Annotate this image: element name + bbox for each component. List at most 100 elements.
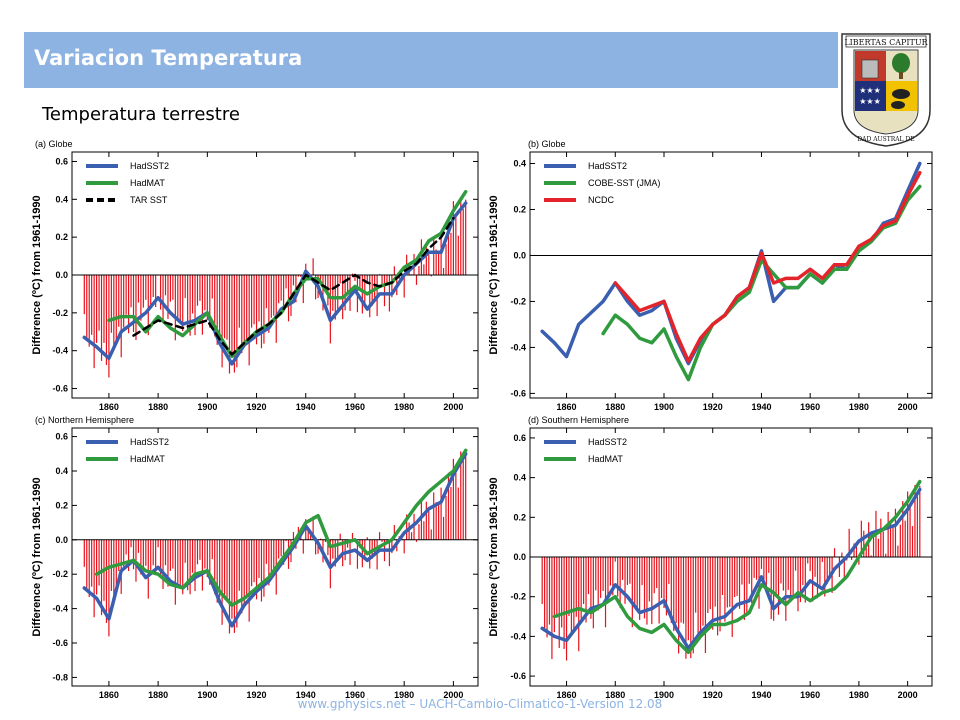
anomaly-bar (182, 539, 184, 595)
anomaly-bar (410, 532, 413, 540)
anomaly-bar (423, 264, 425, 275)
anomaly-bar (872, 537, 875, 557)
svg-text:LIBERTAS CAPITUR: LIBERTAS CAPITUR (844, 38, 928, 47)
anomaly-bar (324, 539, 327, 543)
anomaly-bar (361, 275, 363, 314)
anomaly-bar (162, 275, 164, 322)
anomaly-bar (580, 557, 582, 619)
anomaly-bar (346, 539, 349, 548)
anomaly-bar (777, 557, 780, 615)
anomaly-bar (782, 557, 784, 591)
anomaly-bar (231, 275, 233, 357)
anomaly-bar (223, 275, 226, 339)
anomaly-bar (255, 539, 258, 600)
anomaly-bar (855, 545, 858, 557)
anomaly-bar (646, 557, 648, 625)
anomaly-bar (287, 275, 290, 322)
anomaly-bar (807, 557, 809, 564)
anomaly-bar (802, 557, 804, 586)
anomaly-bar (386, 275, 388, 286)
anomaly-bar (736, 557, 738, 596)
anomaly-bar (172, 275, 174, 300)
anomaly-bar (863, 530, 865, 557)
anomaly-bar (418, 524, 420, 540)
anomaly-bar (565, 557, 568, 661)
anomaly-bar (159, 275, 162, 310)
anomaly-bar (258, 539, 260, 578)
anomaly-bar (904, 520, 906, 557)
y-tick-label: -0.6 (510, 388, 526, 398)
anomaly-bar (848, 528, 850, 557)
anomaly-bar (187, 275, 189, 330)
anomaly-bar (455, 216, 457, 275)
anomaly-bar (191, 275, 194, 314)
anomaly-bar (285, 539, 287, 542)
anomaly-bar (157, 539, 159, 548)
anomaly-bar (702, 557, 704, 626)
chart-panel-2: (c) Northern Hemisphere 0.6 0.4 0.2 0.0 -0.2 -… (31, 415, 479, 700)
anomaly-bar (403, 275, 405, 298)
anomaly-bars (83, 197, 467, 378)
anomaly-bar (792, 557, 794, 598)
x-tick-label: 1880 (605, 690, 625, 700)
anomaly-bar (418, 266, 420, 275)
anomaly-bar (553, 557, 555, 633)
series-line-ncdc (613, 170, 922, 363)
anomaly-bar (393, 266, 395, 275)
y-tick-label: -0.2 (52, 308, 68, 318)
anomaly-bar (425, 243, 427, 275)
anomaly-bar (337, 539, 339, 561)
y-tick-label: -0.2 (52, 569, 68, 579)
anomaly-bar (98, 275, 100, 331)
anomaly-bar (238, 539, 240, 591)
anomaly-bar (897, 545, 899, 557)
anomaly-bar (880, 518, 882, 557)
x-tick-label: 1960 (345, 690, 365, 700)
section-subtitle: Temperatura terrestre (42, 104, 240, 125)
anomaly-bar (201, 275, 204, 335)
anomaly-bar (137, 275, 140, 303)
anomaly-bar (450, 232, 452, 275)
anomaly-bar (130, 275, 132, 308)
anomaly-bar (93, 275, 95, 369)
y-axis-label: Difference (ºC) from 1961-1990 (31, 195, 43, 354)
anomaly-bar (619, 557, 621, 609)
anomaly-bar (378, 532, 381, 540)
anomaly-bar (292, 532, 295, 540)
anomaly-bar (105, 275, 108, 365)
anomaly-bar (315, 539, 317, 555)
anomaly-bar (125, 539, 127, 555)
y-tick-label: 0.4 (513, 473, 526, 483)
anomaly-bar (177, 539, 179, 584)
anomaly-bar (169, 539, 172, 571)
anomaly-bar (870, 555, 872, 557)
anomaly-bar (147, 539, 149, 599)
legend-label: TAR SST (130, 195, 168, 205)
anomaly-bar (211, 275, 213, 299)
anomaly-bar (865, 542, 867, 557)
anomaly-bar (435, 502, 437, 540)
series-line-hadmat (94, 448, 468, 607)
page-title: Variacion Temperatura (34, 46, 303, 70)
anomaly-bar (741, 557, 743, 585)
anomaly-bar (687, 557, 689, 641)
anomaly-bar (206, 539, 208, 578)
anomaly-bar (253, 275, 255, 325)
anomaly-bar (241, 539, 243, 614)
anomaly-bar (894, 508, 897, 557)
anomaly-bar (93, 539, 95, 618)
anomaly-bar (305, 263, 307, 275)
y-tick-label: -0.4 (510, 342, 526, 352)
anomaly-bar (150, 539, 152, 573)
anomaly-bar (243, 539, 245, 606)
anomaly-bar (297, 275, 299, 277)
anomaly-bar (440, 487, 442, 540)
anomaly-bar (799, 557, 802, 602)
anomaly-bar (123, 539, 125, 567)
anomaly-bar (221, 539, 223, 625)
anomaly-bar (442, 516, 445, 540)
x-tick-label: 1920 (247, 690, 267, 700)
anomaly-bar (425, 501, 427, 540)
anomaly-bar (127, 539, 130, 572)
anomaly-bar (685, 557, 687, 659)
